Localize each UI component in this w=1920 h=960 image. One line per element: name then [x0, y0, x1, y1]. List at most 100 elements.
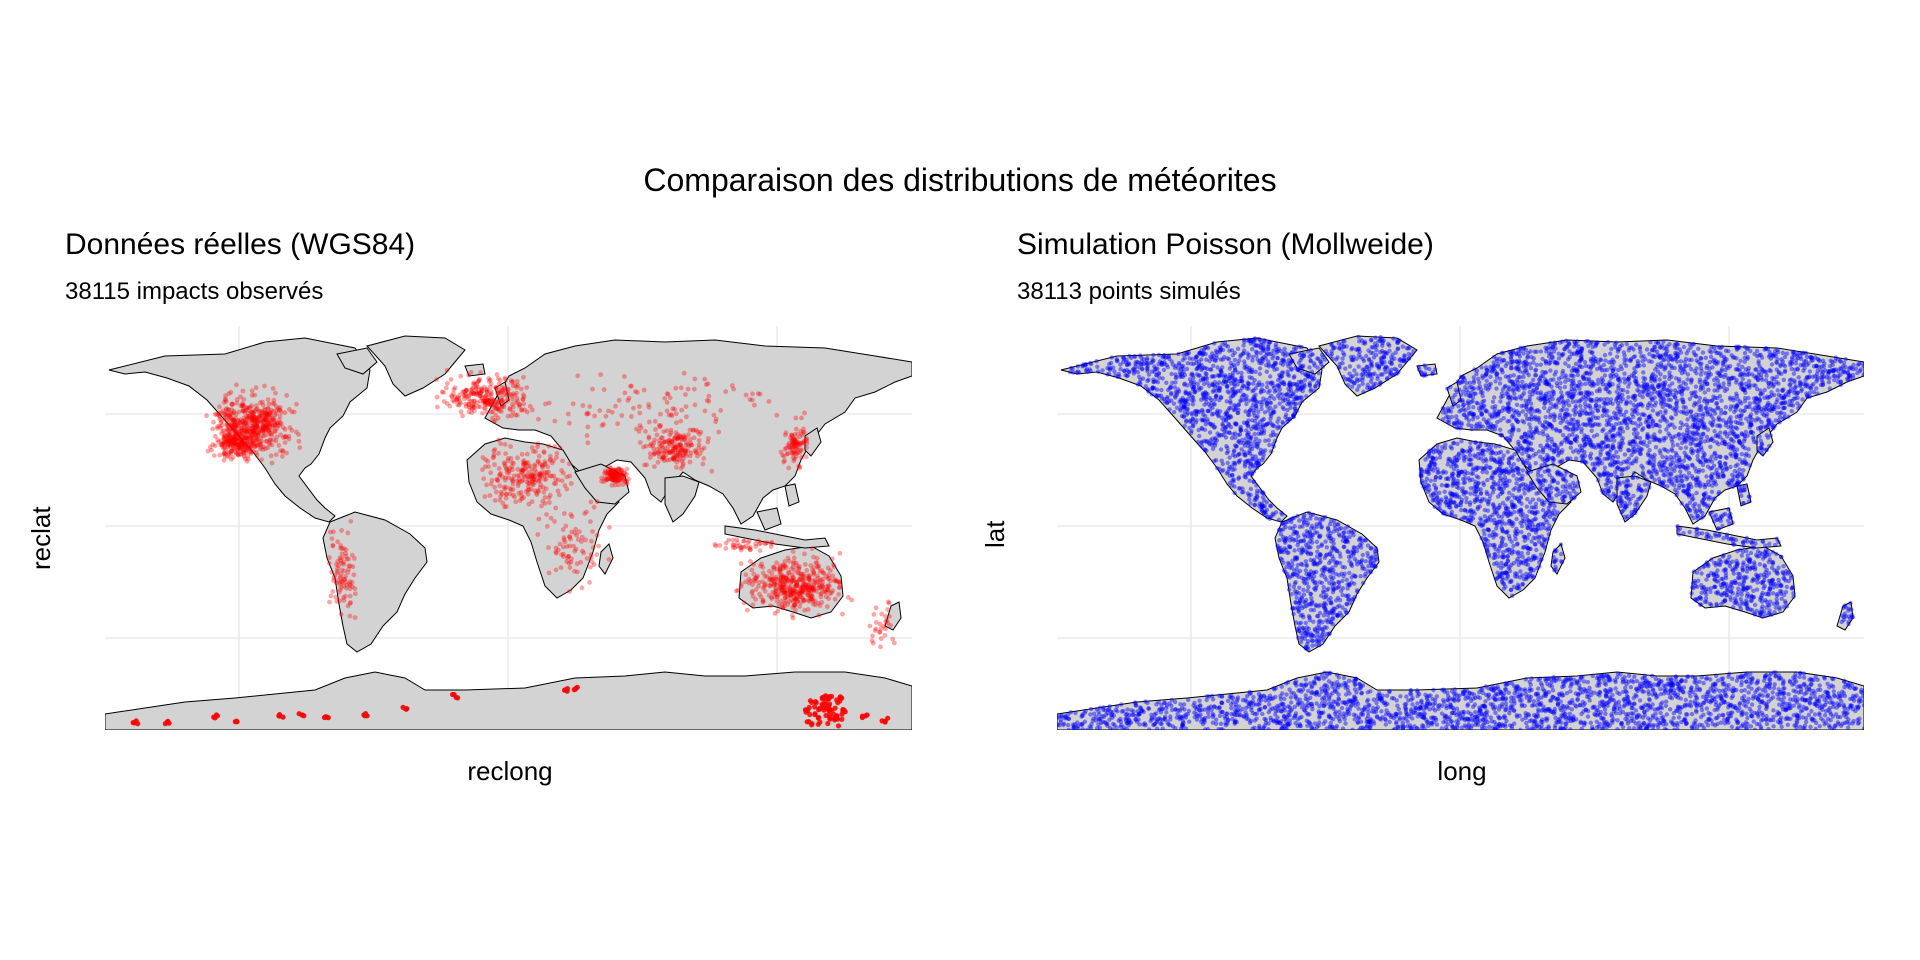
point — [229, 402, 235, 407]
point — [792, 439, 797, 444]
point — [521, 374, 526, 380]
point — [626, 395, 632, 401]
point — [537, 477, 542, 483]
point — [235, 451, 241, 457]
point — [482, 494, 488, 499]
point — [1608, 678, 1613, 683]
point — [1451, 697, 1457, 702]
point — [1785, 722, 1790, 727]
point — [785, 555, 791, 561]
point — [1499, 579, 1504, 584]
point — [1315, 530, 1320, 535]
point — [530, 407, 535, 413]
point — [806, 588, 812, 594]
point — [234, 423, 240, 429]
point — [1336, 532, 1342, 537]
point — [234, 433, 239, 439]
point — [537, 471, 543, 477]
point — [1238, 378, 1243, 384]
point — [231, 417, 237, 422]
point — [1761, 572, 1767, 577]
point — [517, 402, 522, 408]
point — [541, 472, 547, 478]
point — [345, 570, 351, 575]
point — [261, 429, 266, 435]
point — [466, 402, 471, 407]
point — [552, 444, 558, 449]
point — [620, 477, 626, 483]
point — [1329, 342, 1334, 348]
point — [734, 537, 740, 542]
point — [1630, 412, 1635, 417]
point — [135, 721, 141, 727]
point — [1137, 722, 1142, 727]
point — [1746, 690, 1751, 695]
point — [1174, 405, 1180, 410]
point — [236, 421, 241, 427]
point — [837, 580, 843, 585]
point — [778, 575, 784, 581]
point — [249, 420, 255, 426]
point — [1372, 549, 1377, 554]
point — [618, 471, 624, 477]
point — [769, 596, 775, 602]
point — [1288, 394, 1294, 399]
point — [1371, 345, 1376, 350]
point — [814, 555, 820, 561]
point — [723, 546, 729, 551]
landmass-japan — [1756, 427, 1774, 457]
point — [1656, 392, 1661, 397]
point — [716, 429, 722, 435]
point — [341, 598, 347, 603]
point — [793, 595, 799, 601]
point — [784, 594, 790, 600]
point — [747, 547, 753, 552]
point — [1333, 709, 1338, 714]
point — [834, 713, 840, 719]
point — [782, 590, 788, 595]
point — [836, 592, 841, 597]
point — [596, 543, 601, 549]
point — [238, 403, 244, 409]
point — [564, 544, 570, 549]
point — [1119, 702, 1124, 707]
point — [1610, 368, 1616, 374]
point — [738, 545, 744, 551]
point — [795, 450, 801, 455]
point — [324, 714, 330, 720]
point — [330, 589, 336, 594]
point — [832, 717, 838, 723]
point — [514, 395, 520, 401]
point — [693, 449, 699, 455]
point — [1562, 707, 1567, 712]
point — [1787, 398, 1793, 404]
point — [616, 472, 622, 478]
point — [479, 395, 485, 401]
point — [1757, 562, 1763, 567]
landmass-iceland — [464, 363, 486, 377]
point — [611, 469, 617, 474]
point — [500, 399, 506, 405]
point — [495, 477, 500, 483]
point — [231, 440, 237, 445]
point — [878, 636, 884, 641]
point — [590, 386, 595, 392]
point — [1671, 715, 1676, 721]
point — [222, 444, 227, 450]
simulated-points-map — [1057, 326, 1864, 730]
point — [798, 588, 804, 594]
point — [773, 591, 779, 597]
point — [1645, 703, 1651, 708]
point — [1325, 351, 1330, 357]
point — [837, 579, 842, 585]
point — [566, 553, 572, 559]
point — [1697, 566, 1702, 572]
point — [232, 440, 237, 445]
point — [228, 441, 234, 447]
point — [1735, 462, 1740, 467]
point — [242, 443, 247, 449]
point — [1489, 415, 1494, 420]
point — [1214, 355, 1220, 361]
point — [746, 538, 752, 544]
point — [872, 628, 878, 633]
